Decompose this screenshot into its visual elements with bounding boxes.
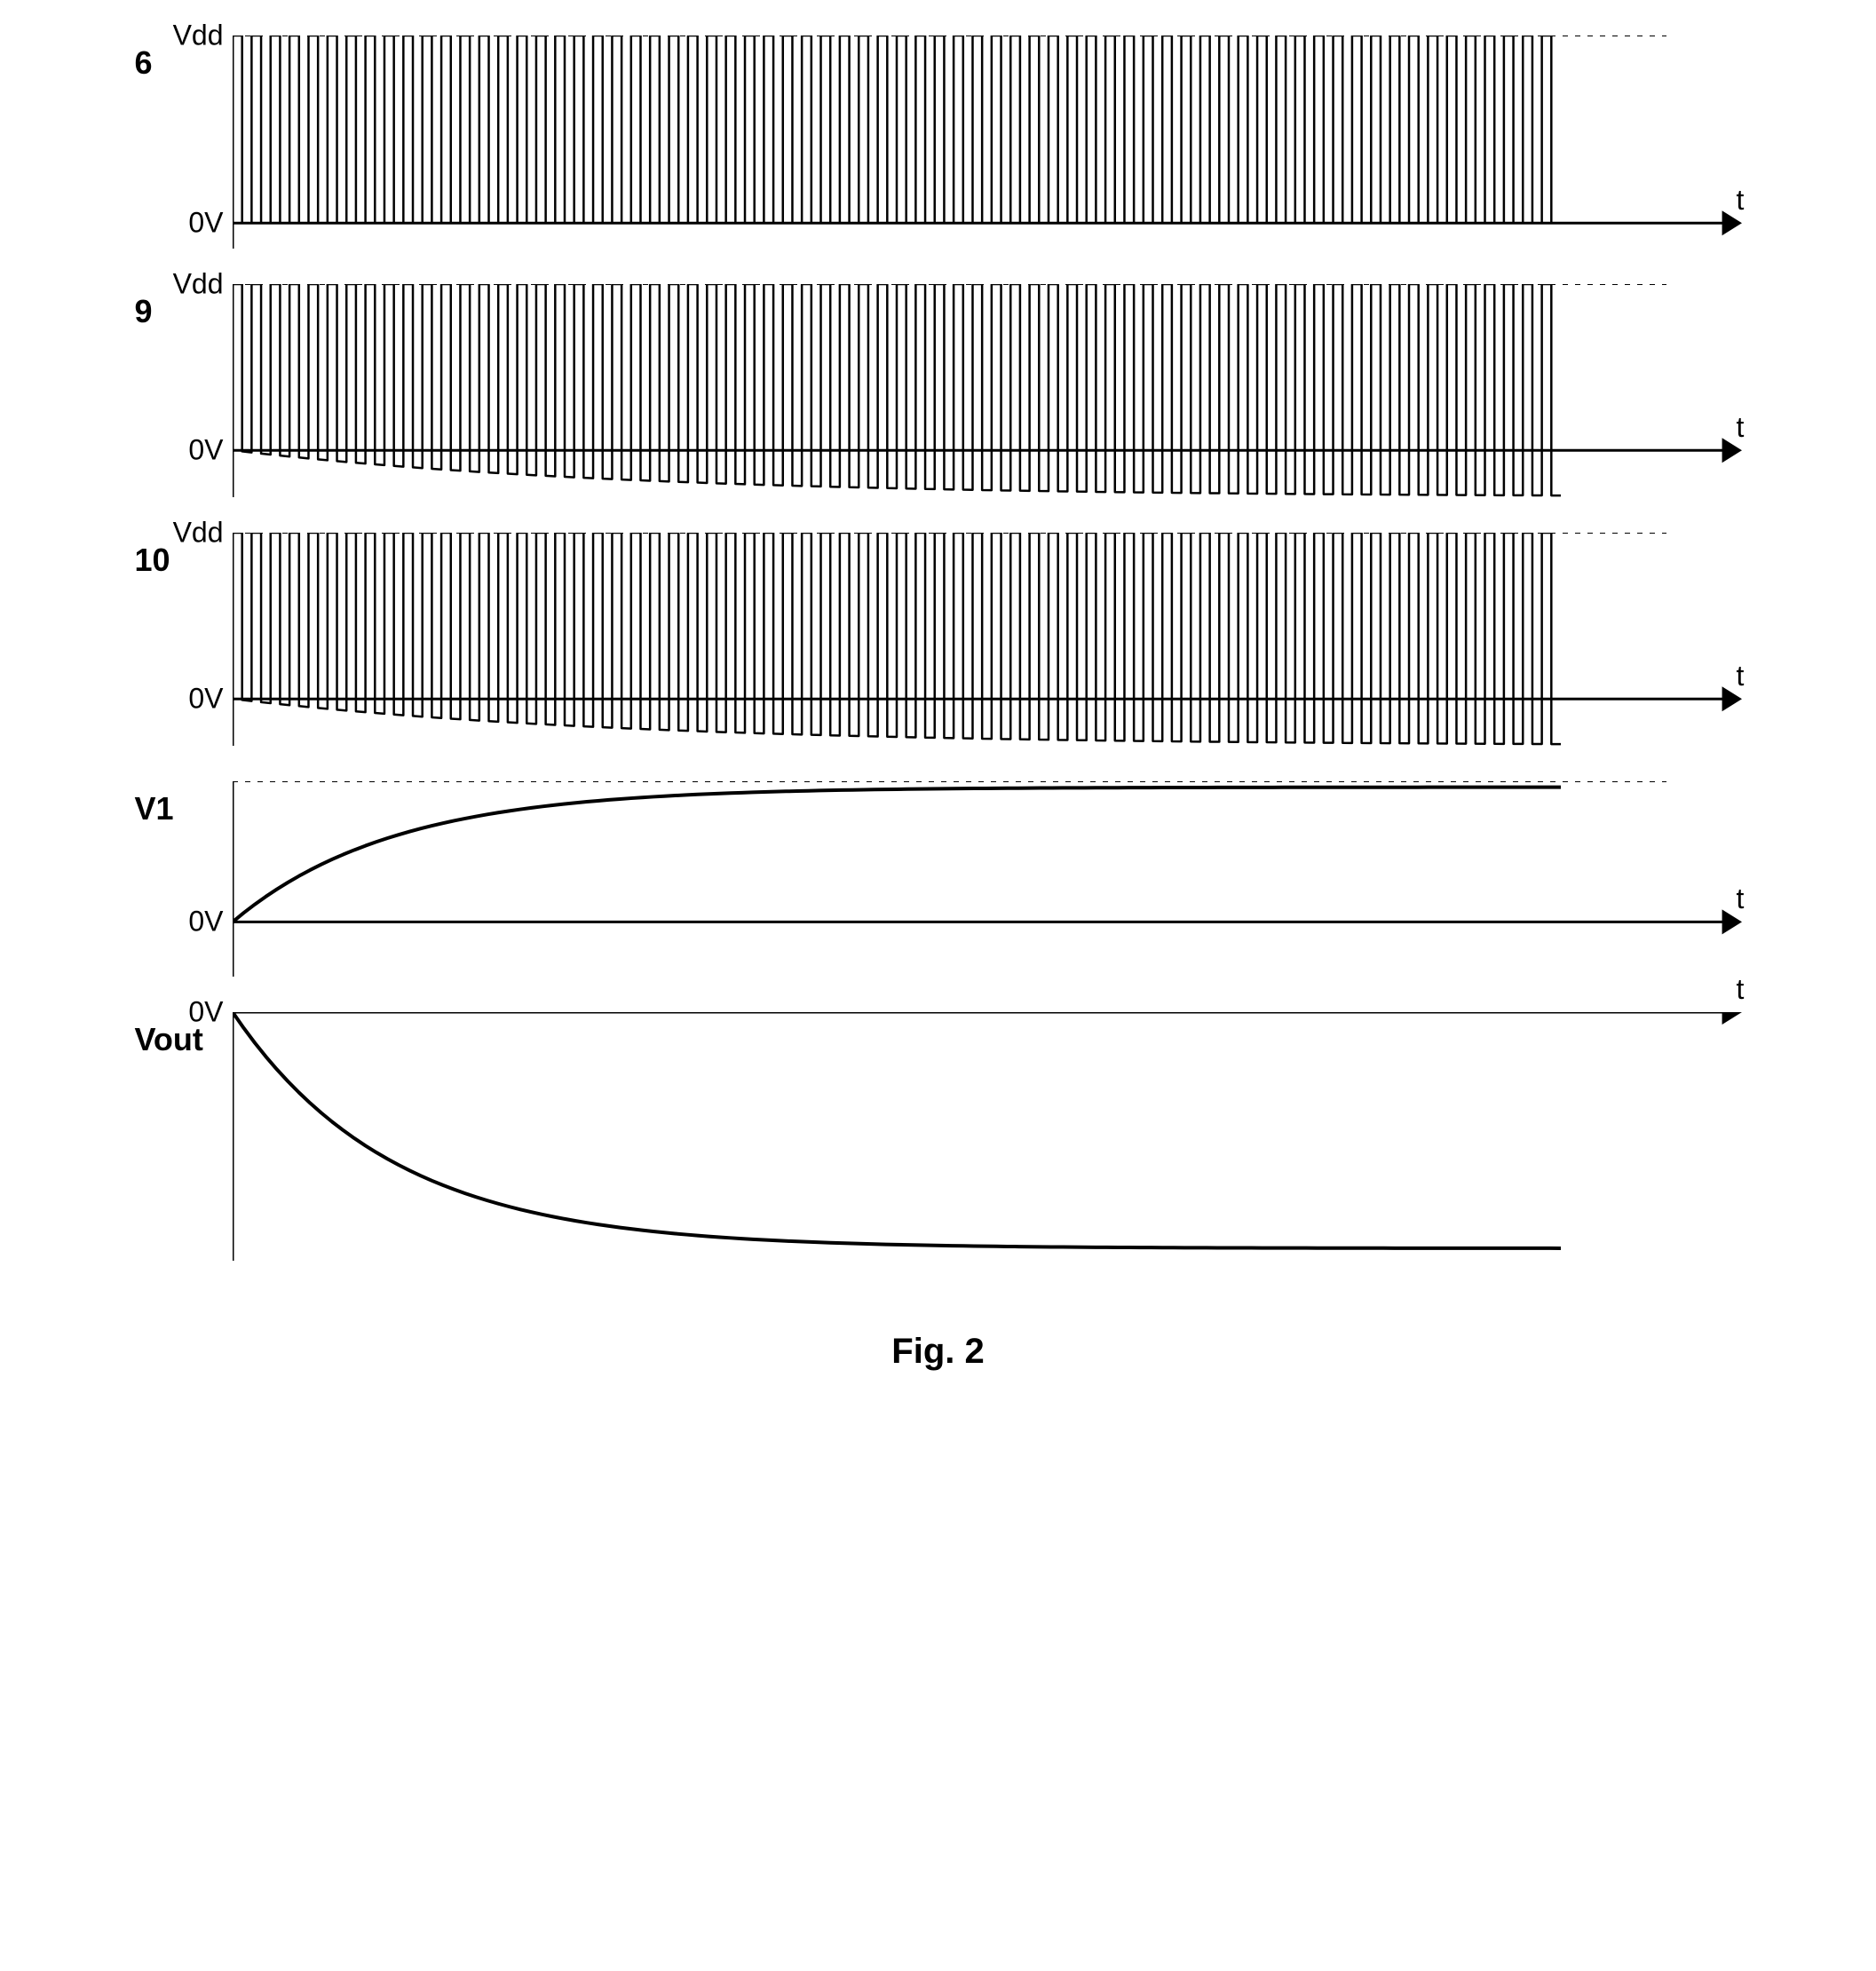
plot-row-signal-10: 10Vdd0Vt: [135, 533, 1742, 746]
waveform-svg: [233, 284, 1742, 497]
figure-2: 6Vdd0Vt9Vdd0Vt10Vdd0VtV10VtVout0Vt Fig. …: [36, 36, 1840, 1372]
plot-area: Vdd0Vt: [233, 284, 1742, 497]
x-axis-label: t: [1737, 411, 1745, 444]
x-axis-label: t: [1737, 883, 1745, 915]
x-axis-label: t: [1737, 660, 1745, 693]
y-tick-top: 0V: [188, 996, 223, 1029]
y-tick-top: Vdd: [173, 517, 224, 550]
waveform-svg: [233, 36, 1742, 249]
figure-caption: Fig. 2: [891, 1332, 984, 1372]
waveform-svg: [233, 1012, 1742, 1261]
plot-row-signal-Vout: Vout0Vt: [135, 1012, 1742, 1261]
plot-row-signal-V1: V10Vt: [135, 781, 1742, 977]
waveform-svg: [233, 781, 1742, 977]
y-tick-bottom: 0V: [188, 683, 223, 716]
plot-area: 0Vt: [233, 781, 1742, 977]
x-axis-label: t: [1737, 184, 1745, 217]
plot-area: 0Vt: [233, 1012, 1742, 1261]
plots-container: 6Vdd0Vt9Vdd0Vt10Vdd0VtV10VtVout0Vt: [135, 36, 1742, 1261]
plot-label: V1: [135, 781, 215, 827]
plot-row-signal-9: 9Vdd0Vt: [135, 284, 1742, 497]
plot-area: Vdd0Vt: [233, 533, 1742, 746]
y-tick-top: Vdd: [173, 20, 224, 52]
waveform-svg: [233, 533, 1742, 746]
x-axis-label: t: [1737, 973, 1745, 1006]
plot-row-signal-6: 6Vdd0Vt: [135, 36, 1742, 249]
y-tick-top: Vdd: [173, 268, 224, 301]
plot-area: Vdd0Vt: [233, 36, 1742, 249]
y-tick-bottom: 0V: [188, 434, 223, 467]
y-tick-bottom: 0V: [188, 906, 223, 938]
y-tick-bottom: 0V: [188, 207, 223, 240]
